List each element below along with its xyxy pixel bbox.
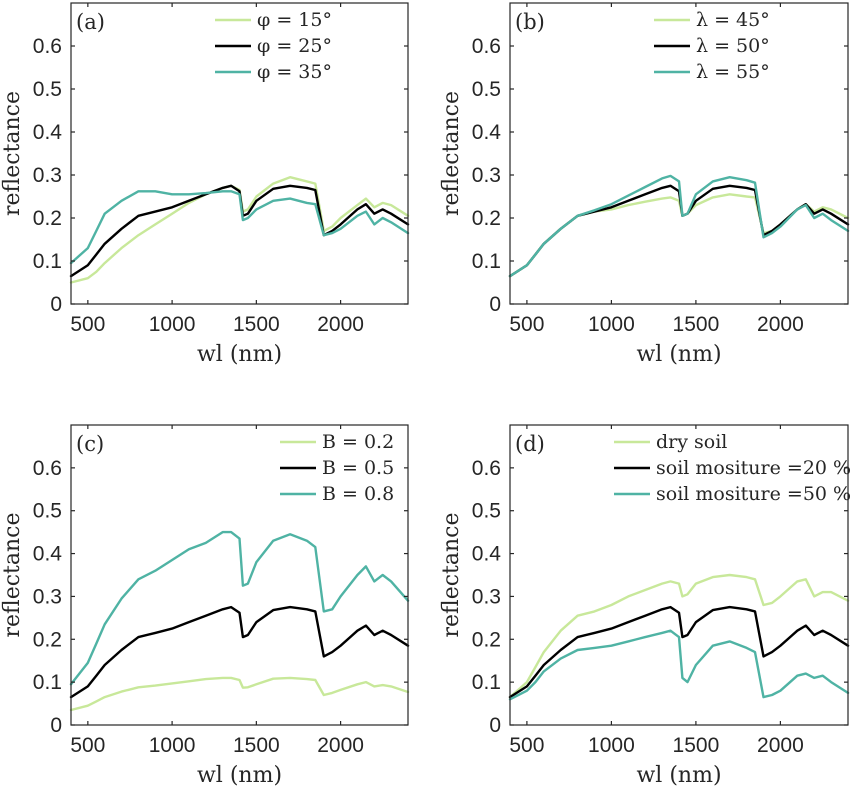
legend: dry soil soil mositure =20 % soil mositure… (614, 431, 850, 505)
legend: φ = 15° φ = 25° φ = 35° (215, 9, 332, 83)
y-tick-label: 0.1 (33, 671, 62, 694)
y-tick-label: 0.4 (33, 121, 63, 144)
y-tick-label: 0.5 (472, 78, 501, 101)
series-line-2 (69, 605, 410, 699)
y-tick-label: 0.6 (33, 457, 62, 480)
x-tick-label: 1000 (588, 734, 635, 757)
legend-label-2: λ = 50° (696, 35, 770, 57)
legend-label-1: λ = 45° (696, 9, 770, 31)
legend: λ = 45° λ = 50° λ = 55° (654, 9, 770, 83)
x-tick-label: 1500 (673, 313, 720, 336)
series-line-1 (508, 573, 850, 699)
x-tick-label: 1500 (233, 734, 280, 757)
x-tick-label: 500 (509, 313, 544, 336)
x-axis-title: wl (nm) (197, 763, 282, 788)
series-group (69, 175, 410, 284)
panel-label: (d) (515, 432, 545, 456)
y-tick-label: 0.3 (472, 164, 501, 187)
y-axis-title: reflectance (439, 91, 464, 216)
series-group (69, 530, 410, 712)
y-axis-title: reflectance (0, 512, 25, 637)
y-tick-label: 0.6 (472, 35, 501, 58)
y-tick-label: 0.5 (33, 78, 62, 101)
y-tick-label: 0.5 (33, 500, 62, 523)
x-tick-label: 1500 (233, 313, 280, 336)
x-tick-label: 2000 (317, 734, 364, 757)
x-tick-label: 1500 (673, 734, 720, 757)
panel-label: (c) (76, 432, 104, 456)
y-axis-title: reflectance (439, 512, 464, 637)
series-line-1 (69, 676, 410, 712)
legend-label-2: soil mositure =20 % (656, 457, 850, 479)
y-tick-label: 0 (50, 293, 62, 316)
legend-label-2: B = 0.5 (322, 457, 394, 479)
series-line-1 (69, 175, 410, 284)
y-tick-label: 0.5 (472, 500, 501, 523)
x-axis-title: wl (nm) (636, 763, 721, 788)
y-tick-label: 0.1 (472, 250, 501, 273)
series-line-3 (69, 190, 410, 265)
series-line-2 (69, 184, 410, 278)
y-tick-label: 0.3 (33, 585, 62, 608)
y-tick-label: 0.3 (33, 164, 62, 187)
y-tick-label: 0.6 (33, 35, 62, 58)
series-group (508, 174, 850, 278)
legend-label-2: φ = 25° (257, 35, 332, 57)
y-tick-label: 0.4 (472, 543, 502, 566)
legend-label-3: φ = 35° (257, 61, 332, 83)
x-tick-label: 500 (509, 734, 544, 757)
legend-label-1: dry soil (656, 431, 727, 453)
y-tick-label: 0.1 (472, 671, 501, 694)
chart-panel-d: 0 0.1 0.2 0.3 0.4 0.5 0.6 500 1000 1500 2000 wl (nm… (439, 424, 850, 788)
legend-label-3: soil mositure =50 % (656, 483, 850, 505)
x-tick-label: 500 (70, 313, 105, 336)
y-tick-label: 0.2 (472, 207, 501, 230)
panel-label: (b) (515, 10, 545, 34)
x-tick-label: 2000 (757, 313, 804, 336)
y-tick-label: 0.3 (472, 585, 501, 608)
x-tick-label: 1000 (149, 313, 196, 336)
chart-panel-b: 0 0.1 0.2 0.3 0.4 0.5 0.6 500 1000 1500 2000 wl (nm… (439, 2, 850, 367)
x-tick-label: 1000 (588, 313, 635, 336)
plot-frame (70, 2, 409, 305)
panel-label: (a) (76, 10, 105, 34)
y-axis-title: reflectance (0, 91, 25, 216)
y-tick-label: 0 (489, 714, 501, 737)
x-tick-label: 500 (70, 734, 105, 757)
y-tick-label: 0 (489, 293, 501, 316)
y-tick-label: 0.2 (33, 207, 62, 230)
series-line-3 (508, 629, 850, 701)
legend: B = 0.2 B = 0.5 B = 0.8 (280, 431, 394, 505)
x-axis-title: wl (nm) (197, 342, 282, 367)
y-tick-label: 0.1 (33, 250, 62, 273)
plot-frame (509, 2, 849, 305)
x-tick-label: 2000 (757, 734, 804, 757)
x-axis-title: wl (nm) (636, 342, 721, 367)
series-line-3 (69, 530, 410, 686)
series-line-2 (508, 605, 850, 699)
legend-label-1: B = 0.2 (322, 431, 394, 453)
x-tick-label: 1000 (149, 734, 196, 757)
y-tick-label: 0.4 (472, 121, 502, 144)
legend-label-1: φ = 15° (257, 9, 332, 31)
plot-frame (509, 424, 849, 726)
x-tick-label: 2000 (317, 313, 364, 336)
series-line-1 (508, 193, 850, 278)
legend-label-3: λ = 55° (696, 61, 770, 83)
y-tick-label: 0.4 (33, 543, 63, 566)
chart-panel-a: 0 0.1 0.2 0.3 0.4 0.5 0.6 500 1000 1500 2000 wl (nm… (0, 2, 410, 367)
legend-label-3: B = 0.8 (322, 483, 394, 505)
y-tick-label: 0.2 (472, 628, 501, 651)
series-line-3 (508, 174, 850, 278)
chart-panel-c: 0 0.1 0.2 0.3 0.4 0.5 0.6 500 1000 1500 2000 wl (nm… (0, 424, 410, 788)
y-tick-label: 0.2 (33, 628, 62, 651)
y-tick-label: 0 (50, 714, 62, 737)
y-tick-label: 0.6 (472, 457, 501, 480)
series-group (508, 573, 850, 701)
series-line-2 (508, 184, 850, 278)
plot-frame (70, 424, 409, 726)
